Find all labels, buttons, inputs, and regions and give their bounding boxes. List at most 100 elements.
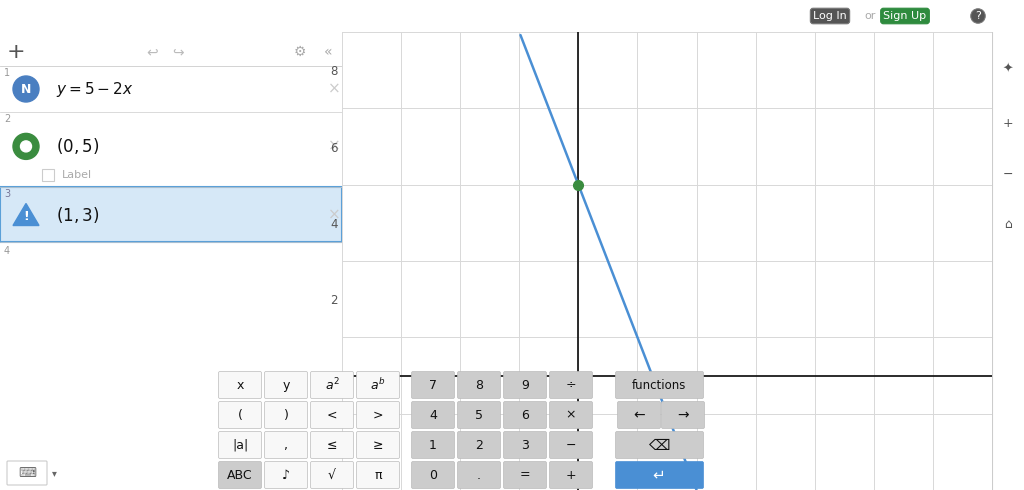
FancyBboxPatch shape bbox=[504, 401, 547, 428]
FancyBboxPatch shape bbox=[550, 371, 593, 398]
FancyBboxPatch shape bbox=[412, 371, 455, 398]
Text: Sign Up: Sign Up bbox=[884, 11, 927, 21]
FancyBboxPatch shape bbox=[42, 169, 54, 181]
Text: ⌂: ⌂ bbox=[1005, 218, 1012, 231]
Text: √: √ bbox=[328, 468, 336, 482]
Text: 2: 2 bbox=[4, 114, 10, 124]
FancyBboxPatch shape bbox=[550, 432, 593, 459]
Text: 1: 1 bbox=[4, 68, 10, 78]
Text: $(1,3)$: $(1,3)$ bbox=[56, 204, 99, 224]
Text: (: ( bbox=[238, 409, 243, 421]
FancyBboxPatch shape bbox=[310, 432, 353, 459]
Text: ≤: ≤ bbox=[327, 439, 337, 451]
Text: ×: × bbox=[328, 81, 340, 97]
Text: ⌫: ⌫ bbox=[648, 438, 670, 452]
FancyBboxPatch shape bbox=[218, 432, 261, 459]
Text: ÷: ÷ bbox=[565, 378, 577, 392]
Text: functions: functions bbox=[632, 378, 686, 392]
Text: desmos: desmos bbox=[464, 4, 560, 27]
Text: $(0,5)$: $(0,5)$ bbox=[56, 136, 99, 156]
Text: ⌨: ⌨ bbox=[18, 466, 36, 480]
Text: $y = 5 - 2x$: $y = 5 - 2x$ bbox=[56, 79, 133, 98]
FancyBboxPatch shape bbox=[412, 462, 455, 489]
Circle shape bbox=[13, 133, 39, 159]
FancyBboxPatch shape bbox=[615, 432, 703, 459]
FancyBboxPatch shape bbox=[458, 401, 501, 428]
Circle shape bbox=[13, 76, 39, 102]
FancyBboxPatch shape bbox=[310, 401, 353, 428]
Text: x: x bbox=[237, 378, 244, 392]
Text: ↵: ↵ bbox=[652, 467, 666, 483]
Text: ↩: ↩ bbox=[146, 45, 158, 59]
FancyBboxPatch shape bbox=[356, 401, 399, 428]
Text: ☰: ☰ bbox=[14, 8, 28, 24]
Text: 6: 6 bbox=[521, 409, 529, 421]
Text: 1: 1 bbox=[429, 439, 437, 451]
Text: 3: 3 bbox=[4, 189, 10, 199]
Text: ✦: ✦ bbox=[1002, 62, 1014, 75]
Text: ×: × bbox=[328, 139, 340, 154]
FancyBboxPatch shape bbox=[310, 371, 353, 398]
Text: N: N bbox=[20, 82, 31, 96]
Text: 2: 2 bbox=[475, 439, 483, 451]
Text: −: − bbox=[565, 439, 577, 451]
Text: $a^b$: $a^b$ bbox=[371, 377, 386, 393]
FancyBboxPatch shape bbox=[218, 371, 261, 398]
Text: ): ) bbox=[284, 409, 289, 421]
Text: ⚙: ⚙ bbox=[294, 45, 306, 59]
FancyBboxPatch shape bbox=[458, 371, 501, 398]
Text: ▾: ▾ bbox=[51, 468, 56, 478]
Text: +: + bbox=[1002, 117, 1014, 130]
Text: Label: Label bbox=[62, 170, 92, 180]
Text: 7: 7 bbox=[429, 378, 437, 392]
Text: −: − bbox=[1002, 168, 1014, 180]
FancyBboxPatch shape bbox=[218, 462, 261, 489]
Text: ≥: ≥ bbox=[373, 439, 383, 451]
Text: π: π bbox=[374, 468, 382, 482]
FancyBboxPatch shape bbox=[310, 462, 353, 489]
Text: 0: 0 bbox=[429, 468, 437, 482]
Text: «: « bbox=[324, 45, 332, 59]
Text: or: or bbox=[864, 11, 876, 21]
FancyBboxPatch shape bbox=[356, 432, 399, 459]
FancyBboxPatch shape bbox=[218, 401, 261, 428]
Text: 5: 5 bbox=[475, 409, 483, 421]
FancyBboxPatch shape bbox=[264, 462, 307, 489]
FancyBboxPatch shape bbox=[458, 432, 501, 459]
Text: 4: 4 bbox=[429, 409, 437, 421]
Text: y: y bbox=[283, 378, 290, 392]
Text: Log In: Log In bbox=[813, 11, 847, 21]
Text: =: = bbox=[520, 468, 530, 482]
Text: ,: , bbox=[284, 439, 288, 451]
Text: Untitled Graph: Untitled Graph bbox=[38, 9, 140, 23]
FancyBboxPatch shape bbox=[264, 401, 307, 428]
FancyBboxPatch shape bbox=[356, 462, 399, 489]
Text: 4: 4 bbox=[4, 246, 10, 256]
FancyBboxPatch shape bbox=[615, 462, 703, 489]
Text: 9: 9 bbox=[521, 378, 529, 392]
Polygon shape bbox=[13, 203, 39, 225]
FancyBboxPatch shape bbox=[7, 461, 47, 485]
FancyBboxPatch shape bbox=[412, 432, 455, 459]
Text: +: + bbox=[7, 42, 26, 62]
Text: ←: ← bbox=[633, 408, 645, 422]
Text: 8: 8 bbox=[475, 378, 483, 392]
Text: 3: 3 bbox=[521, 439, 529, 451]
FancyBboxPatch shape bbox=[662, 401, 705, 428]
Text: ×: × bbox=[328, 207, 340, 222]
Text: <: < bbox=[327, 409, 337, 421]
Text: ↪: ↪ bbox=[172, 45, 184, 59]
Text: ABC: ABC bbox=[227, 468, 253, 482]
FancyBboxPatch shape bbox=[504, 371, 547, 398]
Text: |a|: |a| bbox=[231, 439, 248, 451]
Circle shape bbox=[20, 141, 32, 152]
FancyBboxPatch shape bbox=[0, 187, 342, 242]
Text: >: > bbox=[373, 409, 383, 421]
Text: →: → bbox=[677, 408, 689, 422]
FancyBboxPatch shape bbox=[550, 401, 593, 428]
Text: ⤢: ⤢ bbox=[943, 9, 950, 23]
FancyBboxPatch shape bbox=[504, 462, 547, 489]
Text: +: + bbox=[565, 468, 577, 482]
FancyBboxPatch shape bbox=[412, 401, 455, 428]
FancyBboxPatch shape bbox=[264, 432, 307, 459]
